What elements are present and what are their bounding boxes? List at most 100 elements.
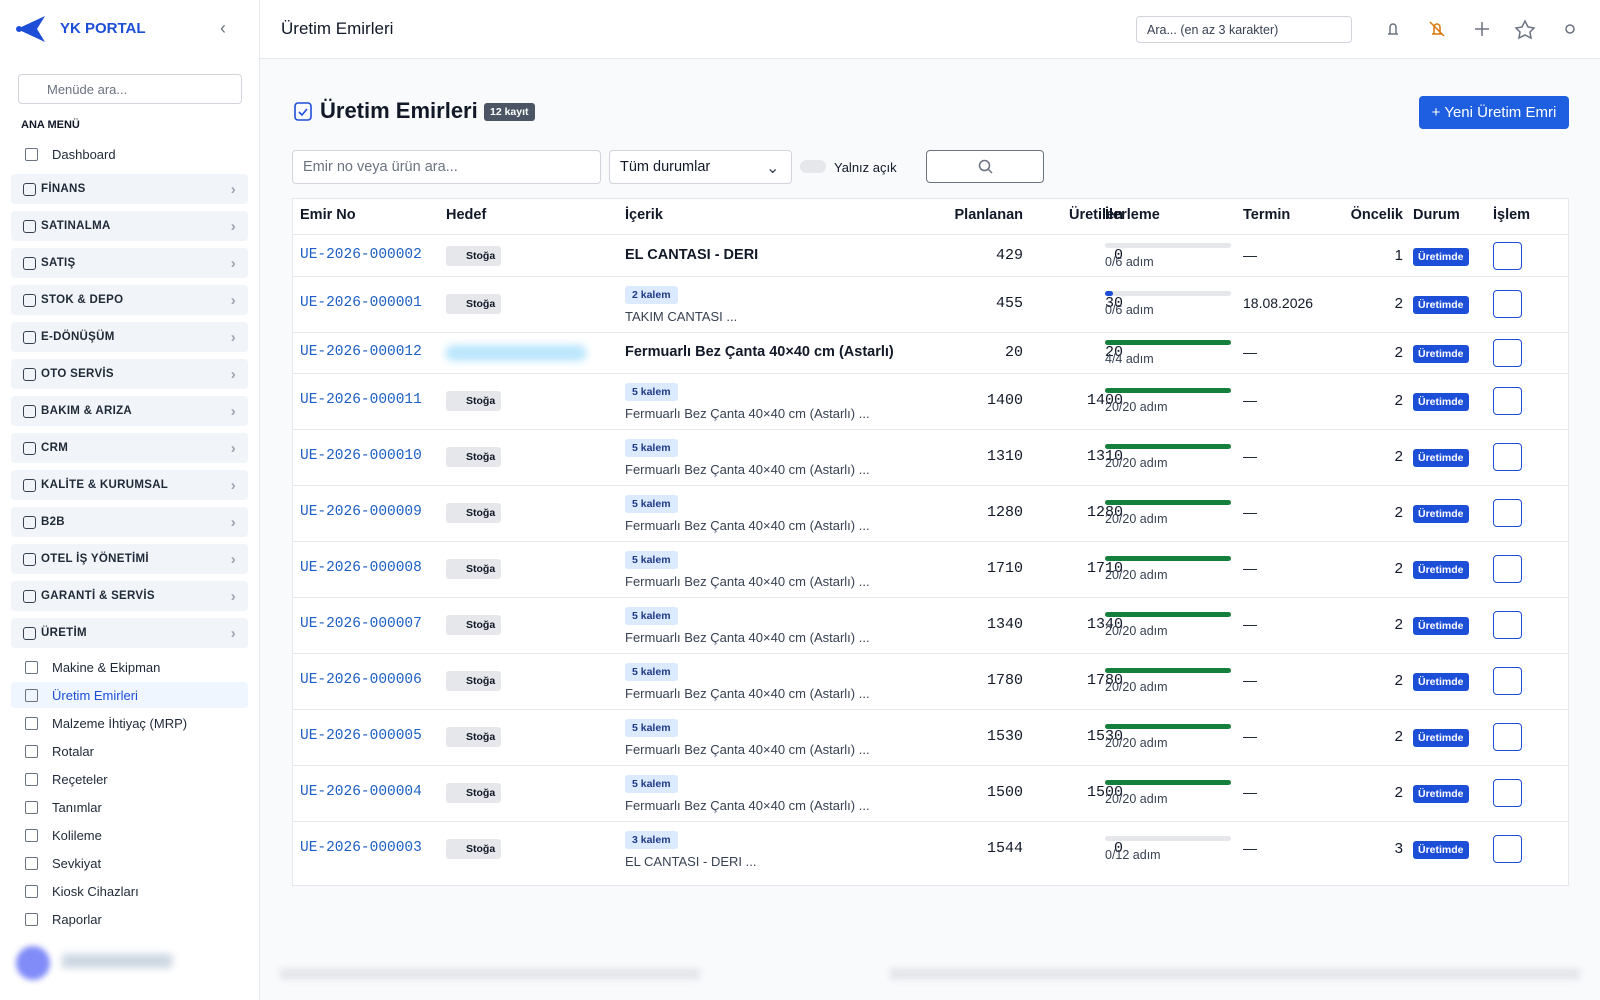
items-badge: 5 kalem: [625, 495, 678, 513]
status-select[interactable]: Tüm durumlar: [609, 150, 792, 184]
menu-group[interactable]: BAKIM & ARIZA: [11, 396, 248, 426]
menu-item[interactable]: Dashboard: [11, 141, 248, 167]
progress-bar: [1105, 780, 1231, 785]
priority: 1: [1394, 246, 1403, 264]
action-button[interactable]: [1493, 387, 1522, 415]
menu-group[interactable]: E-DÖNÜŞÜM: [11, 322, 248, 352]
progress-text: 20/20 adım: [1105, 792, 1168, 806]
action-button[interactable]: [1493, 667, 1522, 695]
row-border: [293, 765, 1568, 766]
menu-subitem[interactable]: Rotalar: [11, 738, 248, 764]
topbar: Üretim Emirleri Ara... (en az 3 karakter…: [260, 0, 1600, 59]
menu-group[interactable]: GARANTİ & SERVİS: [11, 581, 248, 611]
action-button[interactable]: [1493, 779, 1522, 807]
menu-subitem[interactable]: Sevkiyat: [11, 850, 248, 876]
order-search[interactable]: Emir no veya ürün ara...: [292, 150, 601, 184]
action-button[interactable]: [1493, 723, 1522, 751]
toggle[interactable]: [800, 160, 826, 173]
menu-group[interactable]: CRM: [11, 433, 248, 463]
select-arrow: ⌄: [766, 160, 780, 177]
menu-group[interactable]: OTEL İŞ YÖNETİMİ: [11, 544, 248, 574]
produced: 1710: [1086, 560, 1123, 577]
action-button[interactable]: [1493, 290, 1522, 318]
action-button[interactable]: [1493, 241, 1522, 270]
priority: 2: [1394, 672, 1403, 689]
new-order-button[interactable]: + Yeni Üretim Emri: [1419, 96, 1569, 129]
order-link[interactable]: UE-2026-000008: [300, 560, 422, 576]
row-border: [293, 821, 1568, 822]
menu-subitem[interactable]: Kolileme: [11, 822, 248, 848]
items-badge: 3 kalem: [625, 831, 678, 849]
user-name: [62, 954, 172, 968]
order-link[interactable]: UE-2026-000007: [300, 616, 422, 632]
order-link[interactable]: UE-2026-000002: [300, 246, 422, 263]
collapse-button[interactable]: ‹: [220, 18, 226, 38]
progress-bar: [1105, 668, 1231, 673]
deadline: —: [1243, 840, 1257, 856]
menu-subitem[interactable]: Üretim Emirleri: [11, 682, 248, 708]
produced: 1780: [1086, 672, 1123, 689]
menu-group[interactable]: B2B: [11, 507, 248, 537]
order-link[interactable]: UE-2026-000001: [300, 295, 422, 311]
produced: 30: [1104, 295, 1123, 312]
order-link[interactable]: UE-2026-000003: [300, 840, 422, 856]
search-button[interactable]: [926, 150, 1044, 183]
content-text: EL CANTASI - DERI: [625, 246, 759, 263]
action-button[interactable]: [1493, 611, 1522, 639]
progress-track: [1105, 668, 1231, 673]
menu-subitem[interactable]: Malzeme İhtiyaç (MRP): [11, 710, 248, 736]
order-link[interactable]: UE-2026-000010: [300, 448, 422, 464]
progress-track: [1105, 388, 1231, 393]
menu-group[interactable]: SATIŞ: [11, 248, 248, 278]
menu-group[interactable]: STOK & DEPO: [11, 285, 248, 315]
progress-bar: [1105, 724, 1231, 729]
row-border: [293, 653, 1568, 654]
user-avatar[interactable]: [16, 946, 50, 980]
menu-subitem[interactable]: Raporlar: [11, 906, 248, 932]
order-link[interactable]: UE-2026-000005: [300, 728, 422, 744]
column-header: İçerik: [625, 207, 663, 223]
target-badge: Stoğa: [446, 503, 502, 523]
priority: 2: [1394, 392, 1403, 409]
items-badge: 5 kalem: [625, 663, 678, 681]
menu-search[interactable]: Menüde ara...: [18, 74, 242, 104]
action-button[interactable]: [1493, 443, 1522, 471]
menu-group[interactable]: KALİTE & KURUMSAL: [11, 470, 248, 500]
order-link[interactable]: UE-2026-000012: [300, 343, 422, 360]
menu-group[interactable]: OTO SERVİS: [11, 359, 248, 389]
global-search[interactable]: Ara... (en az 3 karakter): [1136, 16, 1352, 43]
menu-group[interactable]: SATINALMA: [11, 211, 248, 241]
row-border: [293, 373, 1568, 374]
planned: 1280: [986, 504, 1023, 521]
action-button[interactable]: [1493, 555, 1522, 583]
status-badge: Üretimde: [1413, 841, 1469, 859]
topbar-title: Üretim Emirleri: [281, 19, 394, 38]
progress-bar: [1105, 612, 1231, 617]
deadline: —: [1243, 672, 1257, 688]
order-link[interactable]: UE-2026-000009: [300, 504, 422, 520]
page-title: Üretim Emirleri: [320, 98, 478, 123]
action-button[interactable]: [1493, 499, 1522, 527]
order-link[interactable]: UE-2026-000004: [300, 784, 422, 800]
menu-subitem[interactable]: Reçeteler: [11, 766, 248, 792]
menu-subitem[interactable]: Makine & Ekipman: [11, 654, 248, 680]
order-link[interactable]: UE-2026-000011: [300, 392, 422, 408]
action-button[interactable]: [1493, 338, 1522, 367]
menu-group[interactable]: ÜRETİM: [11, 618, 248, 648]
count-badge: 12 kayıt: [484, 103, 535, 121]
progress-text: 20/20 adım: [1105, 400, 1168, 414]
footer: [280, 968, 700, 980]
toggle-label: Yalnız açık: [834, 160, 897, 175]
menu-group[interactable]: FİNANS: [11, 174, 248, 204]
column-header: İlerleme: [1105, 207, 1160, 223]
deadline: —: [1243, 784, 1257, 800]
planned: 1400: [986, 392, 1023, 409]
progress-text: 20/20 adım: [1105, 736, 1168, 750]
progress-bar: [1105, 339, 1231, 345]
footer-links: [890, 968, 1580, 980]
action-button[interactable]: [1493, 835, 1522, 863]
menu-subitem[interactable]: Tanımlar: [11, 794, 248, 820]
order-link[interactable]: UE-2026-000006: [300, 672, 422, 688]
deadline: —: [1243, 504, 1257, 520]
menu-subitem[interactable]: Kiosk Cihazları: [11, 878, 248, 904]
